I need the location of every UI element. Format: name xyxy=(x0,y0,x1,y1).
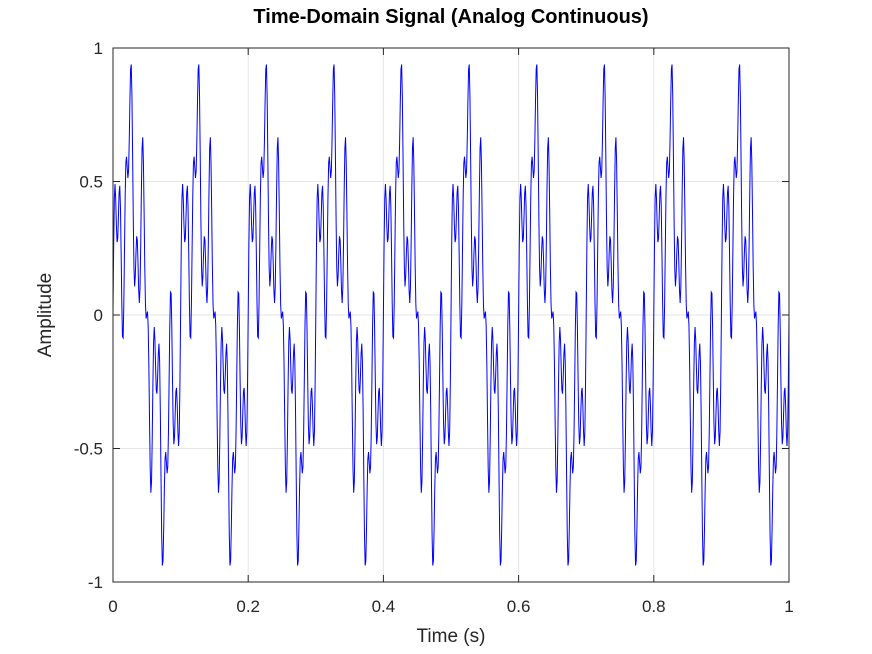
y-tick-label: 1 xyxy=(94,39,103,58)
x-tick-label: 1 xyxy=(784,597,793,616)
x-tick-label: 0.2 xyxy=(236,597,260,616)
x-tick-label: 0.6 xyxy=(507,597,531,616)
y-ticks: -1 -0.5 0 0.5 1 xyxy=(74,39,789,592)
chart-title: Time-Domain Signal (Analog Continuous) xyxy=(253,6,648,28)
axes-box xyxy=(112,47,790,583)
x-tick-label: 0.4 xyxy=(372,597,396,616)
x-tick-label: 0 xyxy=(108,597,117,616)
y-tick-label: 0.5 xyxy=(79,173,103,192)
y-axis-label: Amplitude xyxy=(35,273,56,358)
series-group xyxy=(112,64,790,566)
signal-line xyxy=(112,64,790,566)
x-axis-label: Time (s) xyxy=(417,626,486,647)
y-tick-label: 0 xyxy=(94,306,103,325)
y-tick-label: -0.5 xyxy=(74,440,103,459)
y-tick-label: -1 xyxy=(88,573,103,592)
x-ticks: 0 0.2 0.4 0.6 0.8 1 xyxy=(108,48,794,616)
x-tick-label: 0.8 xyxy=(642,597,666,616)
